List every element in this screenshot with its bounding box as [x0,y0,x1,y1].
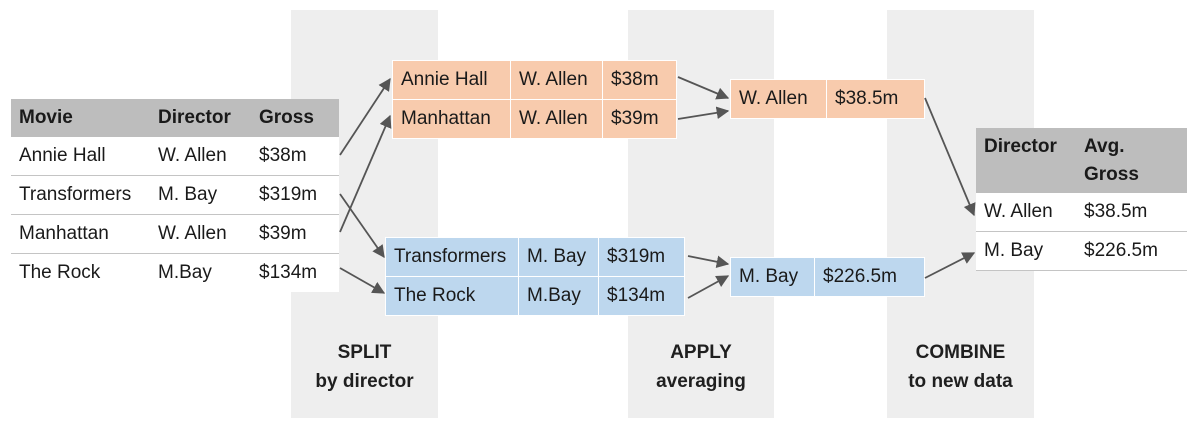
stage-label-subtitle: by director [315,371,414,392]
source-table: Movie Director Gross Annie Hall W. Allen… [11,99,339,292]
table-cell: $38.5m [826,79,925,119]
result-table: Director Avg. Gross W. Allen $38.5m M. B… [976,128,1187,271]
header-cell: Movie [11,99,150,137]
arrow-the-rock-to-split [339,267,386,294]
stage-label-title: SPLIT [337,342,392,363]
table-cell: W. Allen [150,214,251,254]
table-cell: $38m [259,145,307,166]
stage-label-subtitle: to new data [908,371,1013,392]
apply-stage-label: APPLY averaging [628,338,774,396]
table-row: Manhattan W. Allen $39m [11,214,339,254]
table-cell: $38.5m [1076,193,1187,232]
split-stage-label: SPLIT by director [291,338,438,396]
table-cell: $134m [598,276,685,316]
apply-result-w-allen: W. Allen $38.5m [730,79,925,119]
table-cell: $39m [251,214,339,254]
table-cell: $226.5m [1076,231,1187,271]
arrow-annie-hall-to-split [339,77,391,156]
table-header-row: Director Avg. Gross [976,128,1187,193]
stage-label-title: COMBINE [915,342,1006,363]
table-row: W. Allen $38.5m [730,79,925,119]
table-row: M. Bay $226.5m [730,257,925,297]
stage-label-subtitle: averaging [656,371,746,392]
table-cell: M. Bay [976,231,1076,271]
table-cell: M. Bay [150,175,251,215]
combine-stage-label: COMBINE to new data [887,338,1034,396]
arrow-transformers-to-split [339,193,385,259]
arrow-the-rock-to-apply [687,275,730,299]
table-row: Transformers M. Bay $319m [385,237,685,277]
table-cell: M. Bay [730,257,815,297]
header-cell: Director [976,128,1076,193]
table-cell: Manhattan [392,99,511,139]
table-cell: $38m [602,60,677,100]
table-row: The Rock M.Bay $134m [385,276,685,316]
stage-label-title: APPLY [670,342,732,363]
table-cell: Manhattan [11,214,150,254]
table-cell: M.Bay [150,253,251,292]
table-cell: The Rock [385,276,519,316]
table-row: Annie Hall W. Allen $38m [11,137,339,176]
table-cell: M. Bay [518,237,599,277]
table-cell: W. Allen [976,193,1076,232]
header-cell: Director [150,99,251,137]
table-cell: W. Allen [158,145,227,166]
table-cell: Annie Hall [19,145,106,166]
table-row: The Rock M.Bay $134m [11,253,339,292]
table-header-row: Movie Director Gross [11,99,339,137]
table-cell: W. Allen [510,60,603,100]
arrow-w-allen-to-combine [924,97,976,217]
table-cell: Transformers [385,237,519,277]
table-cell: $226.5m [814,257,925,297]
table-row: W. Allen $38.5m [976,193,1187,232]
header-cell: Avg. Gross [1076,128,1187,193]
table-cell: The Rock [11,253,150,292]
table-cell: $319m [251,175,339,215]
table-cell: $134m [251,253,339,292]
table-cell: Annie Hall [392,60,511,100]
table-cell: M.Bay [518,276,599,316]
table-row: Annie Hall W. Allen $38m [392,60,677,100]
table-cell: W. Allen [510,99,603,139]
split-group-m-bay: Transformers M. Bay $319m The Rock M.Bay… [385,237,685,316]
apply-result-m-bay: M. Bay $226.5m [730,257,925,297]
table-cell: $319m [598,237,685,277]
table-cell: Transformers [11,175,150,215]
split-group-w-allen: Annie Hall W. Allen $38m Manhattan W. Al… [392,60,677,139]
arrow-transformers-to-apply [687,255,730,268]
header-cell: Gross [251,99,339,137]
arrow-manhattan-to-apply [677,106,730,120]
arrow-manhattan-to-split [339,114,392,233]
table-cell: $39m [602,99,677,139]
arrow-m-bay-to-combine [924,252,976,279]
arrow-annie-hall-to-apply [677,76,730,100]
table-row: Transformers M. Bay $319m [11,175,339,215]
table-row: Manhattan W. Allen $39m [392,99,677,139]
table-row: M. Bay $226.5m [976,231,1187,271]
